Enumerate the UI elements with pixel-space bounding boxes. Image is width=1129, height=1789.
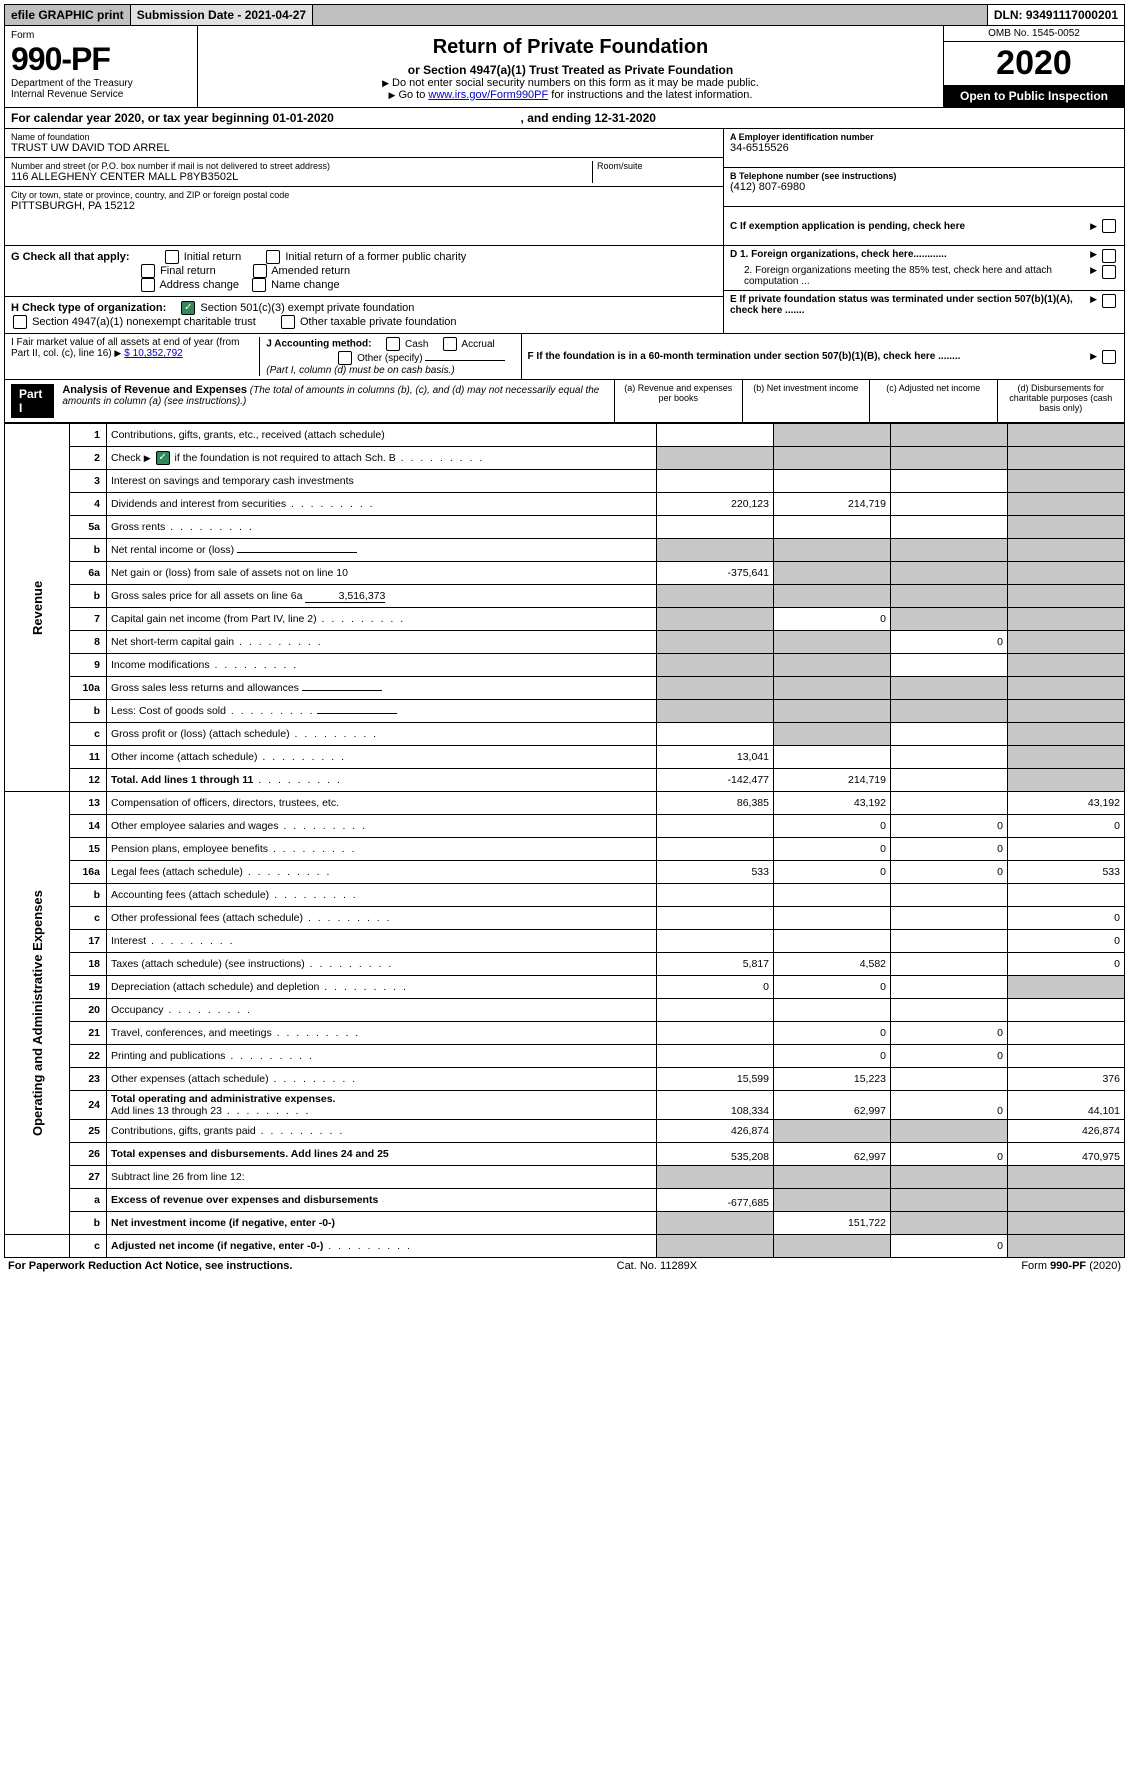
checkbox-accrual[interactable] (443, 337, 457, 351)
checkbox-d1[interactable] (1102, 249, 1116, 263)
header-right: OMB No. 1545-0052 2020 Open to Public In… (943, 26, 1124, 107)
c-cell: C If exemption application is pending, c… (724, 207, 1124, 245)
col-c-header: (c) Adjusted net income (869, 380, 997, 422)
checkbox-other-tax[interactable] (281, 315, 295, 329)
checkbox-c[interactable] (1102, 219, 1116, 233)
col-b-header: (b) Net investment income (742, 380, 870, 422)
top-bar: efile GRAPHIC print Submission Date - 20… (4, 4, 1125, 26)
spacer (313, 5, 988, 25)
omb-number: OMB No. 1545-0052 (944, 26, 1124, 42)
name-cell: Name of foundation TRUST UW DAVID TOD AR… (5, 129, 723, 158)
checkbox-d2[interactable] (1102, 265, 1116, 279)
g-h-section: G Check all that apply: Initial return I… (4, 246, 1125, 334)
e-cell: E If private foundation status was termi… (724, 291, 1124, 329)
submission-date: Submission Date - 2021-04-27 (131, 5, 313, 25)
phone-cell: B Telephone number (see instructions) (4… (724, 168, 1124, 207)
checkbox-f[interactable] (1102, 350, 1116, 364)
footer-mid: Cat. No. 11289X (617, 1260, 698, 1272)
ein-cell: A Employer identification number 34-6515… (724, 129, 1124, 168)
checkbox-e[interactable] (1102, 294, 1116, 308)
checkbox-501c3[interactable] (181, 301, 195, 315)
col-a-header: (a) Revenue and expenses per books (614, 380, 742, 422)
checkbox-initial-former[interactable] (266, 250, 280, 264)
h-row: H Check type of organization: Section 50… (5, 297, 723, 333)
header-center: Return of Private Foundation or Section … (198, 26, 943, 107)
note-link: Go to www.irs.gov/Form990PF for instruct… (204, 89, 937, 101)
d-cell: D 1. Foreign organizations, check here..… (724, 246, 1124, 291)
checkbox-4947[interactable] (13, 315, 27, 329)
form-header: Form 990-PF Department of the Treasury I… (4, 26, 1125, 108)
checkbox-final[interactable] (141, 264, 155, 278)
ijf-row: I Fair market value of all assets at end… (4, 334, 1125, 380)
revenue-label: Revenue (5, 424, 70, 792)
form-title: Return of Private Foundation (204, 36, 937, 59)
open-public: Open to Public Inspection (944, 85, 1124, 107)
address-cell: Number and street (or P.O. box number if… (5, 158, 723, 187)
form-word: Form (11, 30, 191, 41)
footer-left: For Paperwork Reduction Act Notice, see … (8, 1260, 292, 1272)
header-left: Form 990-PF Department of the Treasury I… (5, 26, 198, 107)
part1-table: Revenue 1Contributions, gifts, grants, e… (4, 423, 1125, 1258)
efile-label: efile GRAPHIC print (5, 5, 131, 25)
checkbox-initial[interactable] (165, 250, 179, 264)
form-number: 990-PF (11, 41, 191, 78)
part1-header: Part I Analysis of Revenue and Expenses … (4, 380, 1125, 423)
expenses-label: Operating and Administrative Expenses (5, 792, 70, 1235)
g-row: G Check all that apply: Initial return I… (5, 246, 723, 297)
note-ssn: Do not enter social security numbers on … (204, 77, 937, 89)
footer-right: Form 990-PF (2020) (1021, 1260, 1121, 1272)
dept: Department of the Treasury (11, 78, 191, 89)
footer: For Paperwork Reduction Act Notice, see … (4, 1258, 1125, 1274)
part-label: Part I (11, 384, 54, 418)
form-subtitle: or Section 4947(a)(1) Trust Treated as P… (204, 63, 937, 77)
checkbox-address[interactable] (141, 278, 155, 292)
col-d-header: (d) Disbursements for charitable purpose… (997, 380, 1125, 422)
checkbox-amended[interactable] (253, 264, 267, 278)
i-cell: I Fair market value of all assets at end… (5, 334, 522, 379)
checkbox-schb[interactable] (156, 451, 170, 465)
checkbox-cash[interactable] (386, 337, 400, 351)
tax-year: 2020 (944, 42, 1124, 85)
checkbox-name[interactable] (252, 278, 266, 292)
city-cell: City or town, state or province, country… (5, 187, 723, 215)
f-cell: F If the foundation is in a 60-month ter… (522, 334, 1124, 379)
dln: DLN: 93491117000201 (988, 5, 1124, 25)
checkbox-other-acct[interactable] (338, 351, 352, 365)
irs-link[interactable]: www.irs.gov/Form990PF (428, 89, 548, 101)
irs: Internal Revenue Service (11, 89, 191, 100)
fmv-link[interactable]: $ 10,352,792 (124, 348, 182, 359)
calendar-year-row: For calendar year 2020, or tax year begi… (4, 108, 1125, 129)
foundation-info: Name of foundation TRUST UW DAVID TOD AR… (4, 129, 1125, 246)
